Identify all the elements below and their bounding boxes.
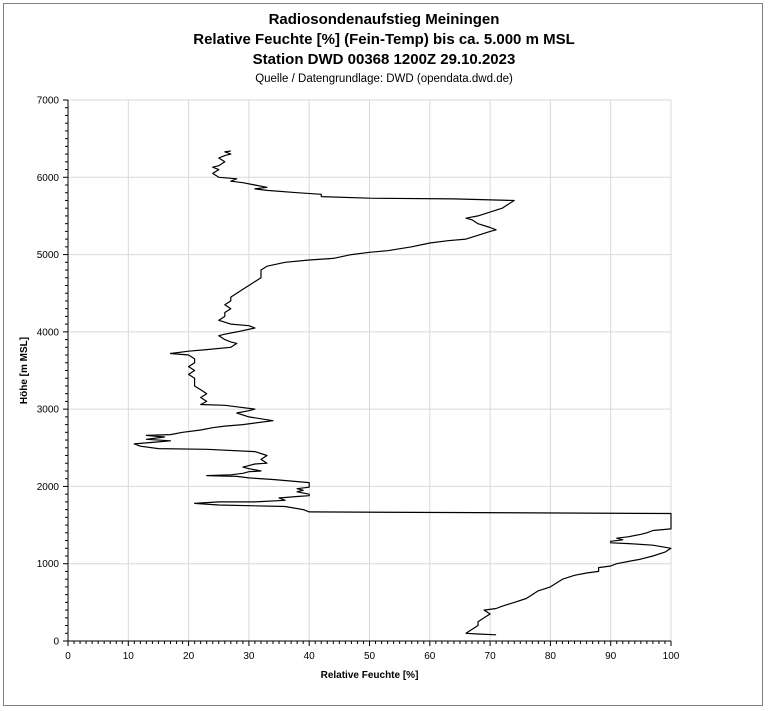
- x-tick-label: 0: [65, 651, 71, 662]
- x-tick-label: 100: [663, 651, 680, 662]
- chart-source: Quelle / Datengrundlage: DWD (opendata.d…: [255, 73, 513, 85]
- y-tick-label: 5000: [37, 250, 60, 261]
- x-tick-label: 80: [545, 651, 557, 662]
- x-tick-label: 10: [123, 651, 135, 662]
- series-group: [133, 150, 672, 636]
- y-tick-label: 0: [53, 637, 59, 648]
- x-tick-label: 70: [485, 651, 497, 662]
- x-axis-ticks: 0 10 20 30 40 50 60 70 80 90 100: [65, 641, 680, 662]
- x-tick-label: 20: [183, 651, 195, 662]
- x-tick-label: 60: [424, 651, 436, 662]
- y-tick-label: 2000: [37, 482, 60, 493]
- y-tick-label: 6000: [37, 173, 60, 184]
- x-tick-label: 40: [304, 651, 316, 662]
- x-axis-label: Relative Feuchte [%]: [321, 670, 419, 681]
- y-tick-label: 7000: [37, 96, 60, 107]
- x-tick-label: 90: [605, 651, 617, 662]
- y-axis-label: Höhe [m MSL]: [19, 337, 30, 404]
- y-tick-label: 1000: [37, 559, 60, 570]
- chart-frame: [3, 3, 763, 706]
- y-tick-label: 3000: [37, 405, 60, 416]
- y-tick-label: 4000: [37, 327, 60, 338]
- chart-header: Radiosondenaufstieg Meiningen Relative F…: [0, 10, 768, 88]
- series-line-0: [133, 150, 672, 636]
- chart-title: Radiosondenaufstieg Meiningen: [268, 11, 500, 28]
- x-tick-label: 30: [243, 651, 255, 662]
- y-axis-ticks: 0 1000 2000 3000 4000 5000 6000 7000: [37, 96, 68, 648]
- grid-lines: [68, 99, 672, 641]
- chart-subtitle-station: Station DWD 00368 1200Z 29.10.2023: [252, 51, 516, 68]
- x-tick-label: 50: [364, 651, 376, 662]
- chart-subtitle-variable: Relative Feuchte [%] (Fein-Temp) bis ca.…: [193, 31, 575, 48]
